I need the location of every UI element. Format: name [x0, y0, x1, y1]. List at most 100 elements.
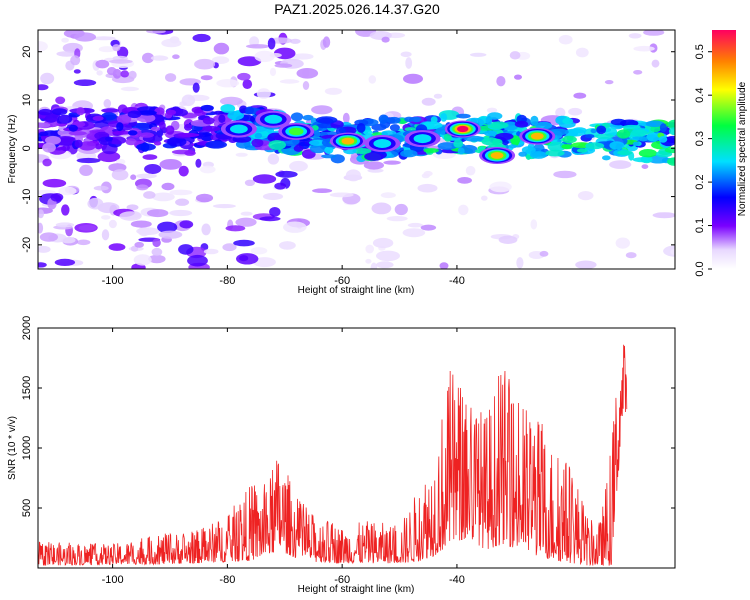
heatmap-cell	[127, 130, 138, 136]
heatmap-cell	[76, 157, 101, 164]
heatmap-cell	[555, 107, 566, 118]
heatmap-cell	[402, 228, 426, 238]
snr-x-label: Height of straight line (km)	[298, 584, 415, 595]
heatmap-cell	[321, 154, 337, 159]
heatmap-cell	[151, 247, 163, 257]
heatmap-cell	[96, 70, 103, 76]
heatmap-cell	[381, 131, 388, 136]
heatmap-cell	[365, 244, 375, 254]
heatmap-cell	[151, 192, 175, 202]
heatmap-cell	[596, 125, 607, 135]
snr-y-ticks: 500 1000 1500 2000	[21, 316, 675, 517]
heatmap-cell	[530, 219, 538, 230]
heatmap-cell	[106, 67, 117, 76]
heatmap-cell	[568, 107, 583, 116]
heatmap-cell	[42, 158, 52, 167]
x-tick-label: -40	[449, 275, 465, 287]
heatmap-cell	[147, 209, 169, 218]
heatmap-cell	[372, 237, 394, 249]
heatmap-cell	[116, 114, 132, 124]
heatmap-cell	[237, 72, 251, 81]
heatmap-cell	[126, 204, 139, 211]
heatmap-cell	[481, 195, 488, 201]
heatmap-cell	[457, 147, 465, 155]
heatmap-cell	[143, 191, 156, 199]
heatmap-cell	[407, 222, 423, 228]
heatmap-cell	[658, 136, 668, 143]
heatmap-cell	[456, 113, 471, 119]
heatmap-cell	[130, 220, 152, 228]
heatmap-cell	[547, 141, 566, 152]
heatmap-cell	[116, 122, 124, 132]
heatmap-cell	[633, 70, 643, 75]
heatmap-cell	[638, 149, 658, 158]
heatmap-cell	[486, 107, 498, 114]
x-tick-label: -100	[102, 574, 124, 586]
heatmap-cell	[125, 138, 137, 146]
heatmap-cell	[169, 209, 193, 217]
heatmap-cell	[469, 52, 487, 57]
heatmap-cell	[371, 123, 387, 131]
y-tick-label: 20	[21, 46, 33, 58]
heatmap-cell	[74, 139, 83, 148]
heatmap-cell	[545, 149, 565, 157]
heatmap-cell	[290, 112, 304, 122]
snr-background	[38, 328, 675, 568]
y-tick-label: 1500	[21, 376, 33, 400]
heatmap-cell	[205, 140, 228, 149]
heatmap-cell	[93, 185, 109, 191]
snr-x-ticks: -100 -80 -60 -40	[102, 328, 465, 586]
heatmap-cell	[177, 132, 200, 138]
heatmap-cell	[562, 117, 574, 125]
heatmap-cell	[235, 152, 248, 157]
spectrogram-frame	[37, 29, 676, 270]
heatmap-cell	[103, 99, 112, 108]
heatmap-cell	[233, 239, 255, 247]
heatmap-cell	[54, 258, 76, 266]
heatmap-cell	[575, 260, 597, 269]
heatmap-cell	[625, 252, 637, 259]
heatmap-cell	[561, 144, 573, 150]
heatmap-cell	[453, 139, 464, 148]
heatmap-cell	[514, 120, 529, 128]
heatmap-cell	[244, 179, 255, 186]
heatmap-cell	[219, 96, 243, 106]
colorbar: 0.0 0.1 0.2 0.3 0.4 0.5 Normalized spectral a…	[694, 30, 748, 277]
heatmap-cell	[58, 186, 77, 196]
heatmap-cell	[105, 136, 113, 142]
spectrogram-blobs	[38, 30, 675, 269]
heatmap-cell	[292, 53, 314, 60]
colorbar-tick-label: 0.5	[694, 44, 706, 59]
heatmap-cell	[171, 149, 195, 155]
heatmap-cell	[269, 67, 277, 77]
heatmap-cell	[56, 51, 77, 57]
heatmap-cell	[485, 115, 493, 125]
heatmap-cell	[423, 148, 439, 153]
y-tick-label: 0	[21, 145, 33, 151]
heatmap-cell	[252, 257, 276, 268]
heatmap-cell	[158, 230, 183, 239]
heatmap-cell	[119, 211, 142, 221]
heatmap-cell	[667, 119, 675, 130]
heatmap-cell	[465, 165, 476, 176]
heatmap-cell	[302, 114, 314, 121]
heatmap-cell	[609, 141, 625, 150]
colorbar-tick-label: 0.3	[694, 131, 706, 146]
heatmap-cell	[202, 125, 221, 132]
heatmap-cell	[509, 51, 521, 60]
heatmap-cell	[38, 108, 53, 116]
heatmap-cell	[302, 81, 310, 90]
heatmap-cell	[484, 130, 497, 137]
heatmap-cell	[518, 151, 527, 157]
heatmap-cell	[293, 145, 304, 152]
heatmap-cell	[363, 161, 384, 170]
heatmap-cell	[250, 247, 268, 255]
heatmap-cell	[192, 82, 200, 93]
heatmap-cell	[51, 108, 68, 116]
heatmap-cell	[42, 142, 56, 153]
heatmap-cell	[417, 183, 438, 193]
heatmap-cell	[137, 226, 151, 237]
heatmap-cell	[79, 164, 93, 176]
heatmap-cell	[178, 244, 194, 255]
